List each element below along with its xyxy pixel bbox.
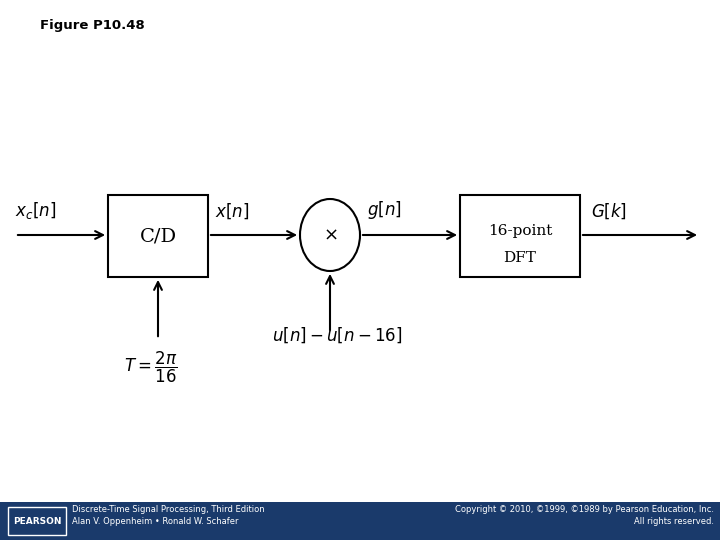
Bar bbox=[108, 195, 208, 277]
Text: Copyright © 2010, ©1999, ©1989 by Pearson Education, Inc.
All rights reserved.: Copyright © 2010, ©1999, ©1989 by Pearso… bbox=[455, 505, 714, 526]
Text: $T = \dfrac{2\pi}{16}$: $T = \dfrac{2\pi}{16}$ bbox=[124, 350, 178, 385]
Text: $g[n]$: $g[n]$ bbox=[367, 199, 402, 221]
Text: $x[n]$: $x[n]$ bbox=[215, 202, 250, 221]
Text: DFT: DFT bbox=[503, 251, 536, 265]
Bar bbox=[460, 195, 580, 277]
Text: $G[k]$: $G[k]$ bbox=[591, 202, 627, 221]
Text: 16-point: 16-point bbox=[488, 224, 552, 238]
Text: PEARSON: PEARSON bbox=[13, 516, 61, 525]
Text: C/D: C/D bbox=[140, 227, 176, 245]
Bar bbox=[0, 502, 720, 540]
Text: Figure P10.48: Figure P10.48 bbox=[40, 19, 144, 32]
Text: $\times$: $\times$ bbox=[323, 226, 337, 244]
Ellipse shape bbox=[300, 199, 360, 271]
Text: $u[n] - u[n-16]$: $u[n] - u[n-16]$ bbox=[272, 326, 402, 345]
Bar bbox=[8, 507, 66, 535]
Text: Discrete-Time Signal Processing, Third Edition
Alan V. Oppenheim • Ronald W. Sch: Discrete-Time Signal Processing, Third E… bbox=[72, 505, 264, 526]
Text: $x_c[n]$: $x_c[n]$ bbox=[15, 200, 56, 221]
